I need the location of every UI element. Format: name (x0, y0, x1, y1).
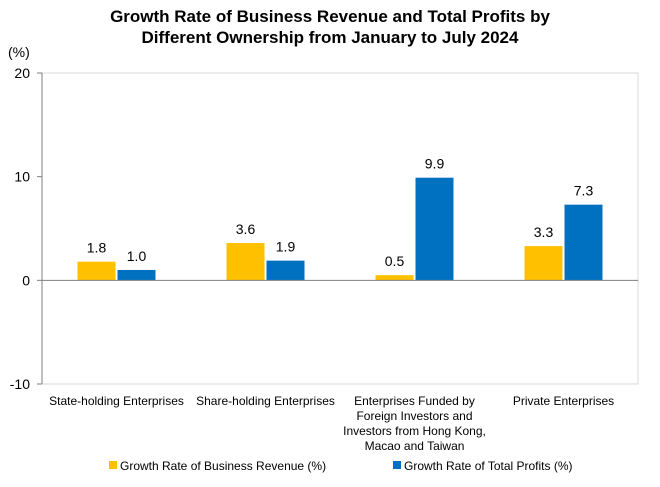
legend-swatch (109, 461, 117, 469)
data-label: 9.9 (425, 156, 445, 172)
data-label: 1.9 (276, 239, 296, 255)
bar (415, 177, 454, 281)
bar (226, 243, 265, 281)
data-label: 0.5 (385, 253, 405, 269)
bar (524, 246, 563, 281)
legend-label: Growth Rate of Total Profits (%) (404, 459, 573, 473)
bar (564, 204, 603, 281)
chart-title-line-1: Growth Rate of Business Revenue and Tota… (110, 7, 550, 26)
x-category-label: State-holding Enterprises (49, 394, 184, 408)
data-label: 1.8 (87, 240, 107, 256)
legend-swatch (393, 461, 401, 469)
bar (77, 261, 116, 281)
data-label: 7.3 (574, 183, 594, 199)
bar (266, 260, 305, 281)
y-tick-label: 20 (14, 65, 30, 81)
x-category-label: Share-holding Enterprises (196, 394, 335, 408)
x-category-label: Foreign Investors and (356, 409, 472, 423)
data-label: 3.3 (534, 224, 554, 240)
bar (375, 275, 414, 281)
bar (117, 269, 156, 281)
y-tick-label: 0 (22, 272, 30, 288)
x-category-label: Enterprises Funded by (354, 394, 475, 408)
y-tick-label: 10 (14, 169, 30, 185)
y-tick-label: -10 (10, 376, 30, 392)
x-category-label: Macao and Taiwan (365, 439, 465, 453)
data-label: 3.6 (236, 221, 256, 237)
y-axis-label: (%) (8, 44, 30, 60)
data-label: 1.0 (127, 248, 147, 264)
chart-title: Growth Rate of Business Revenue and Tota… (0, 6, 660, 48)
chart-title-line-2: Different Ownership from January to July… (141, 28, 519, 47)
x-category-label: Private Enterprises (513, 394, 614, 408)
x-category-label: Investors from Hong Kong, (343, 424, 486, 438)
legend-label: Growth Rate of Business Revenue (%) (120, 459, 326, 473)
